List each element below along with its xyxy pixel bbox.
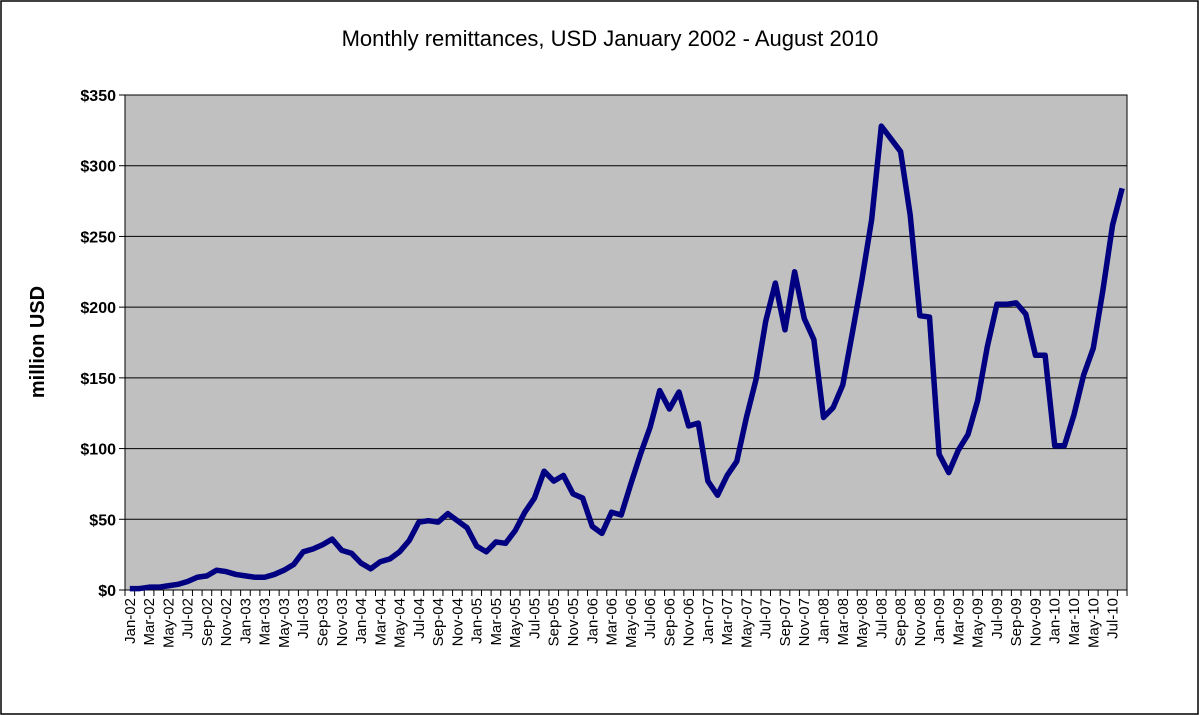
x-tick-label: Jul-04: [411, 598, 428, 639]
x-tick-label: Nov-02: [218, 598, 235, 646]
x-tick-label: Mar-03: [257, 598, 274, 646]
x-tick-label: Mar-09: [950, 598, 967, 646]
x-tick-label: Jan-10: [1047, 598, 1064, 644]
y-tick-label: $200: [80, 300, 116, 317]
x-tick-label: Mar-08: [835, 598, 852, 646]
x-tick-label: May-04: [392, 598, 409, 648]
x-tick-label: Sep-09: [1008, 598, 1025, 646]
x-tick-label: Mar-05: [488, 598, 505, 646]
x-tick-label: Nov-08: [912, 598, 929, 646]
chart-title: Monthly remittances, USD January 2002 - …: [342, 26, 879, 51]
x-tick-label: Jan-06: [584, 598, 601, 644]
x-tick-label: Mar-04: [372, 598, 389, 646]
x-tick-label: Nov-05: [565, 598, 582, 646]
x-tick-label: Jan-03: [237, 598, 254, 644]
x-tick-label: Sep-07: [777, 598, 794, 646]
x-tick-label: Nov-03: [334, 598, 351, 646]
x-tick-label: Jan-02: [122, 598, 139, 644]
x-tick-label: Sep-03: [315, 598, 332, 646]
x-tick-label: May-03: [276, 598, 293, 648]
x-tick-label: Nov-09: [1027, 598, 1044, 646]
x-tick-label: Sep-04: [430, 598, 447, 646]
x-tick-label: May-10: [1085, 598, 1102, 648]
x-tick-label: Jul-10: [1105, 598, 1122, 639]
x-tick-label: Sep-06: [661, 598, 678, 646]
y-tick-label: $300: [80, 159, 116, 176]
x-tick-label: May-06: [623, 598, 640, 648]
y-tick-label: $100: [80, 442, 116, 459]
x-tick-label: Jan-08: [816, 598, 833, 644]
y-tick-label: $50: [89, 512, 116, 529]
x-tick-label: Nov-06: [681, 598, 698, 646]
x-tick-label: Jan-09: [931, 598, 948, 644]
x-tick-label: Jul-03: [295, 598, 312, 639]
y-tick-label: $350: [80, 88, 116, 105]
x-tick-label: May-08: [854, 598, 871, 648]
y-tick-label: $250: [80, 229, 116, 246]
x-tick-label: Jan-07: [700, 598, 717, 644]
x-tick-label: Jul-09: [989, 598, 1006, 639]
x-tick-label: Mar-07: [719, 598, 736, 646]
x-tick-label: Nov-04: [449, 598, 466, 646]
x-tick-label: Jul-05: [526, 598, 543, 639]
x-tick-label: Sep-08: [893, 598, 910, 646]
y-axis-label: million USD: [27, 286, 49, 398]
x-tick-label: Mar-06: [604, 598, 621, 646]
x-tick-label: Jul-07: [758, 598, 775, 639]
x-tick-label: May-05: [507, 598, 524, 648]
x-tick-label: Jul-06: [642, 598, 659, 639]
x-tick-label: Jan-04: [353, 598, 370, 644]
x-tick-label: Sep-02: [199, 598, 216, 646]
plot-area: [125, 95, 1127, 590]
x-tick-label: Jan-05: [469, 598, 486, 644]
x-tick-label: May-07: [738, 598, 755, 648]
x-tick-label: Mar-02: [141, 598, 158, 646]
x-tick-label: Jul-02: [180, 598, 197, 639]
data-line: [129, 123, 1125, 592]
x-tick-label: Mar-10: [1066, 598, 1083, 646]
x-tick-label: Jul-08: [873, 598, 890, 639]
x-tick-label: May-09: [970, 598, 987, 648]
y-tick-label: $150: [80, 371, 116, 388]
y-tick-label: $0: [98, 583, 116, 600]
x-tick-label: Sep-05: [546, 598, 563, 646]
x-tick-label: Nov-07: [796, 598, 813, 646]
x-tick-label: May-02: [160, 598, 177, 648]
